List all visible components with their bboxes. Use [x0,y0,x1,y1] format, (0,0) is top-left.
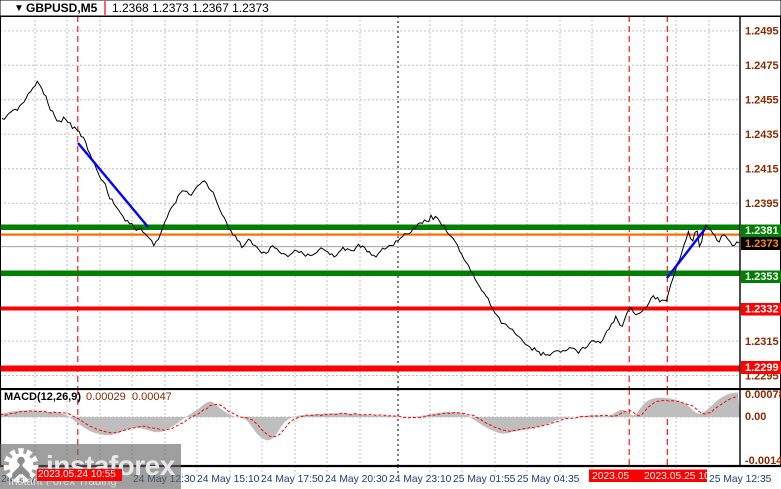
svg-text:0.00: 0.00 [745,411,766,423]
svg-text:0.00047: 0.00047 [132,391,172,403]
svg-text:1.2353: 1.2353 [745,271,779,283]
svg-text:1.2455: 1.2455 [745,95,779,107]
svg-text:1.2415: 1.2415 [745,164,779,176]
svg-text:1.2381: 1.2381 [745,225,779,237]
svg-text:1.2368 1.2373 1.2367 1.2373: 1.2368 1.2373 1.2367 1.2373 [112,1,269,15]
svg-text:0.00029: 0.00029 [86,391,126,403]
svg-text:GBPUSD,M5: GBPUSD,M5 [26,1,98,15]
svg-text:1.2435: 1.2435 [745,129,779,141]
svg-text:1.2373: 1.2373 [745,238,779,250]
svg-text:1.2475: 1.2475 [745,60,779,72]
svg-text:24 May 20:30: 24 May 20:30 [325,474,388,485]
svg-text:25 May 01:55: 25 May 01:55 [453,474,516,485]
svg-text:1.2495: 1.2495 [745,26,779,38]
svg-text:0.00078: 0.00078 [745,389,781,401]
svg-text:1.2395: 1.2395 [745,198,779,210]
svg-text:MACD(12,26,9): MACD(12,26,9) [4,391,81,403]
svg-text:24 May 17:50: 24 May 17:50 [261,474,324,485]
svg-text:1.2332: 1.2332 [745,304,779,316]
svg-text:24 May 15:10: 24 May 15:10 [197,474,260,485]
svg-text:▼: ▼ [14,3,24,14]
svg-text:-0.00145: -0.00145 [745,455,781,467]
svg-text:1.2315: 1.2315 [745,336,779,348]
svg-text:2023.05: 2023.05 [592,471,629,482]
svg-text:24 May 23:10: 24 May 23:10 [389,474,452,485]
svg-text:1.2299: 1.2299 [745,362,779,374]
svg-text:25 May 04:35: 25 May 04:35 [517,474,580,485]
svg-text:25 May 12:35: 25 May 12:35 [709,474,772,485]
